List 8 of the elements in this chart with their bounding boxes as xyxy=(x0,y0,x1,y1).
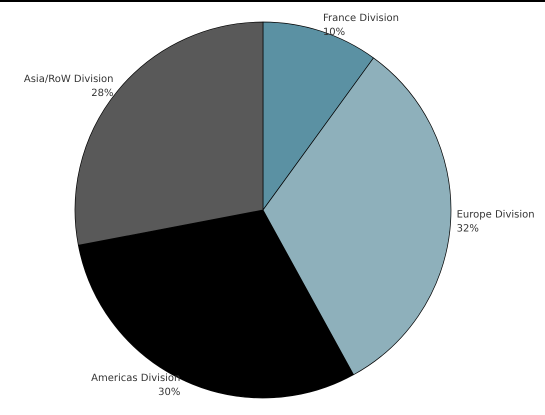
data-label: 30% xyxy=(158,387,180,398)
data-label: 10% xyxy=(322,26,346,38)
slice-label: France Division xyxy=(322,12,400,24)
slice-label: Asia/RoW Division xyxy=(24,74,114,85)
slice-label: Americas Division xyxy=(91,373,180,384)
slice-label: Europe Division xyxy=(456,210,535,221)
data-label: 32% xyxy=(456,224,479,235)
data-label: 28% xyxy=(91,88,114,99)
